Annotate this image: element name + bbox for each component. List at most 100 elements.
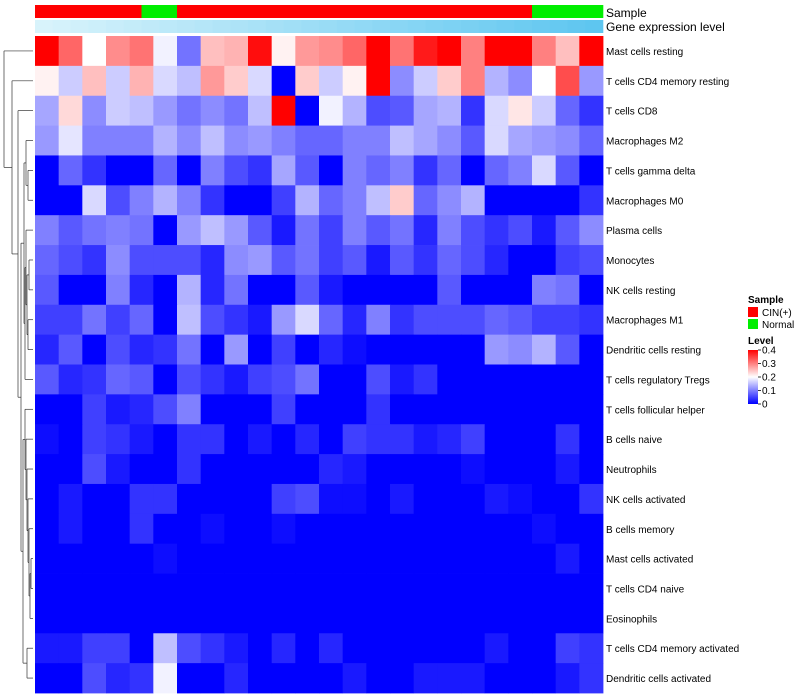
heatmap-cell (295, 245, 320, 276)
heatmap-cell (153, 573, 178, 604)
heatmap-cell (461, 65, 486, 97)
heatmap-cell (82, 573, 107, 604)
sample-annotation-cell (407, 5, 426, 18)
heatmap-cell (390, 483, 415, 515)
heatmap-cell (342, 65, 367, 97)
heatmap-cell (437, 483, 462, 515)
heatmap-cell (484, 155, 509, 186)
heatmap-cell (271, 663, 296, 694)
sample-annotation-cell (106, 5, 125, 18)
heatmap-cell (532, 573, 557, 604)
heatmap-cell (200, 663, 225, 694)
heatmap-cell (579, 603, 604, 634)
heatmap-cell (35, 245, 60, 276)
heatmap-cell (224, 364, 249, 395)
heatmap-cell (58, 215, 83, 246)
heatmap-cell (106, 663, 131, 694)
heatmap-cell (484, 245, 509, 276)
heatmap-cell (295, 513, 320, 545)
heatmap-cell (58, 633, 83, 664)
heatmap-cell (177, 603, 202, 634)
heatmap-cell (508, 513, 533, 545)
heatmap-cell (177, 543, 202, 574)
heatmap-cell (484, 394, 509, 425)
heatmap-cell (271, 394, 296, 425)
heatmap-cell (342, 513, 367, 545)
heatmap-cell (579, 125, 604, 156)
heatmap-cell (532, 185, 557, 216)
heatmap-cell (437, 364, 462, 395)
heatmap-cell (555, 603, 580, 634)
heatmap-cell (508, 245, 533, 276)
expression-annotation-cell (390, 20, 409, 33)
heatmap-cell (153, 424, 178, 455)
heatmap-cell (295, 95, 320, 126)
heatmap-cell (342, 185, 367, 216)
heatmap-cell (200, 603, 225, 634)
heatmap-cell (342, 304, 367, 336)
heatmap-cell (508, 633, 533, 664)
heatmap-cell (579, 364, 604, 395)
heatmap-cell (224, 424, 249, 455)
heatmap-cell (153, 274, 178, 306)
heatmap-cell (484, 513, 509, 545)
row-label: T cells gamma delta (606, 166, 696, 177)
heatmap-cell (484, 185, 509, 216)
heatmap-cell (200, 334, 225, 365)
heatmap-cell (200, 36, 225, 67)
heatmap-cell (106, 424, 131, 455)
heatmap-cell (82, 394, 107, 425)
heatmap-cell (319, 483, 344, 515)
heatmap-cell (461, 245, 486, 276)
expression-annotation-cell (141, 20, 160, 33)
heatmap-cell (461, 543, 486, 574)
legend-tick-label: 0.1 (762, 386, 776, 397)
heatmap-cell (129, 95, 154, 126)
heatmap-cell (555, 125, 580, 156)
legend-tick-label: 0 (762, 400, 768, 411)
heatmap-cell (153, 603, 178, 634)
heatmap-cell (461, 633, 486, 664)
heatmap-cell (484, 364, 509, 395)
heatmap-cell (366, 394, 391, 425)
heatmap-cell (129, 304, 154, 336)
row-label: Monocytes (606, 256, 654, 267)
expression-annotation-cell (407, 20, 426, 33)
heatmap-cell (508, 304, 533, 336)
legend-swatch-normal (748, 319, 758, 329)
heatmap-cell (295, 424, 320, 455)
heatmap-cell (484, 36, 509, 67)
sample-annotation-cell (319, 5, 338, 18)
heatmap-cell (390, 603, 415, 634)
heatmap-cell (532, 334, 557, 365)
sample-annotation-cell (141, 5, 160, 18)
row-label: Mast cells resting (606, 47, 683, 58)
heatmap-cell (508, 454, 533, 485)
heatmap-cell (508, 483, 533, 515)
heatmap-cell (248, 633, 273, 664)
heatmap-cell (413, 424, 438, 455)
heatmap-cell (413, 36, 438, 67)
heatmap-cell (106, 543, 131, 574)
row-label: Eosinophils (606, 614, 657, 625)
heatmap-cell (484, 65, 509, 97)
heatmap-cell (35, 424, 60, 455)
heatmap-cell (437, 274, 462, 306)
heatmap-cell (555, 334, 580, 365)
heatmap-cell (295, 663, 320, 694)
row-label: B cells memory (606, 525, 674, 536)
heatmap-cell (153, 215, 178, 246)
heatmap-cell (153, 334, 178, 365)
heatmap-cell (177, 274, 202, 306)
expression-annotation-cell (585, 20, 604, 33)
heatmap-cell (579, 155, 604, 186)
heatmap-cell (35, 394, 60, 425)
heatmap-cell (295, 633, 320, 664)
heatmap-cell (248, 663, 273, 694)
heatmap-cell (579, 454, 604, 485)
heatmap-cell (555, 454, 580, 485)
heatmap-cell (437, 245, 462, 276)
heatmap-cell (342, 454, 367, 485)
heatmap-cell (532, 663, 557, 694)
heatmap-cell (82, 304, 107, 336)
